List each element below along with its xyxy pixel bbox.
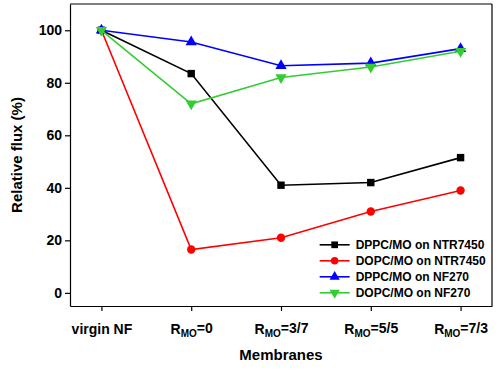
legend-label: DPPC/MO on NF270: [356, 270, 470, 284]
x-tick: RMO=3/7: [255, 306, 309, 339]
y-tick-mark: [65, 83, 70, 84]
point: [187, 245, 195, 253]
legend: DPPC/MO on NTR7450 DOPC/MO on NTR7450 DPPC…: [320, 238, 486, 300]
chart: 0 20 40 60 80 100 virgin NF RMO=0 RMO=3/7 RMO=5/5…: [0, 0, 500, 374]
y-tick: 60: [46, 127, 70, 143]
point: [188, 70, 195, 77]
y-tick-mark: [65, 240, 70, 241]
x-tick: RMO=7/3: [434, 306, 488, 339]
x-tick-mark: [191, 306, 192, 311]
series: [96, 27, 466, 110]
y-tick: 40: [46, 180, 70, 196]
point: [275, 74, 286, 84]
series-line: [101, 30, 460, 249]
y-tick: 80: [46, 75, 70, 91]
legend-marker: [330, 271, 340, 280]
legend-item: DOPC/MO on NTR7450: [320, 254, 486, 268]
legend-label: DOPC/MO on NF270: [356, 286, 471, 300]
point: [186, 101, 197, 111]
x-tick: RMO=5/5: [344, 306, 398, 339]
point: [456, 186, 464, 194]
y-tick-label: 60: [46, 127, 62, 143]
y-tick-mark: [65, 135, 70, 136]
y-tick-mark: [65, 293, 70, 294]
y-tick-label: 80: [46, 75, 62, 91]
frame-top: [70, 3, 492, 4]
x-tick-mark: [460, 306, 461, 311]
y-tick-mark: [65, 188, 70, 189]
y-tick: 100: [39, 22, 70, 38]
y-tick-label: 40: [46, 180, 62, 196]
plot: 0 20 40 60 80 100 virgin NF RMO=0 RMO=3/7 RMO=5/5…: [39, 4, 493, 339]
x-tick-label: RMO=7/3: [434, 320, 488, 340]
legend-marker: [331, 241, 338, 248]
point: [96, 27, 107, 37]
series: [96, 24, 466, 69]
y-tick: 20: [46, 232, 70, 248]
point: [186, 36, 197, 46]
legend-marker: [330, 290, 340, 299]
x-tick: virgin NF: [72, 306, 133, 337]
y-tick-label: 0: [54, 285, 62, 301]
legend-label: DOPC/MO on NTR7450: [356, 254, 486, 268]
y-tick: 0: [54, 285, 70, 301]
legend-marker: [331, 257, 339, 265]
x-tick-mark: [371, 306, 372, 311]
series: [98, 27, 465, 189]
point: [277, 234, 285, 242]
frame-right: [491, 4, 492, 306]
point: [367, 207, 375, 215]
point: [367, 179, 374, 186]
x-tick-label: RMO=5/5: [344, 320, 398, 340]
x-tick-mark: [281, 306, 282, 311]
x-tick: RMO=0: [171, 306, 213, 339]
y-tick-label: 20: [46, 232, 62, 248]
marks: [96, 24, 466, 254]
series-line: [101, 30, 460, 104]
x-axis: virgin NF RMO=0 RMO=3/7 RMO=5/5 RMO=7/3: [71, 306, 493, 339]
x-tick-label: RMO=3/7: [255, 320, 309, 340]
point: [365, 64, 376, 74]
y-axis: 0 20 40 60 80 100: [39, 5, 71, 307]
legend-label: DPPC/MO on NTR7450: [356, 238, 485, 252]
legend-item: DPPC/MO on NF270: [320, 270, 470, 284]
x-tick-label: virgin NF: [72, 321, 133, 337]
y-tick-mark: [65, 30, 70, 31]
x-axis-title: Membranes: [239, 346, 322, 363]
point: [275, 59, 286, 69]
point: [277, 181, 284, 188]
legend-item: DOPC/MO on NF270: [320, 286, 471, 300]
x-tick-mark: [101, 306, 102, 311]
series: [97, 26, 465, 254]
point: [455, 48, 466, 58]
x-tick-label: RMO=0: [171, 320, 213, 340]
legend-item: DPPC/MO on NTR7450: [320, 238, 485, 252]
y-axis-line: [70, 5, 71, 307]
y-axis-title: Relative flux (%): [8, 97, 25, 213]
point: [457, 154, 464, 161]
y-tick-label: 100: [39, 22, 63, 38]
